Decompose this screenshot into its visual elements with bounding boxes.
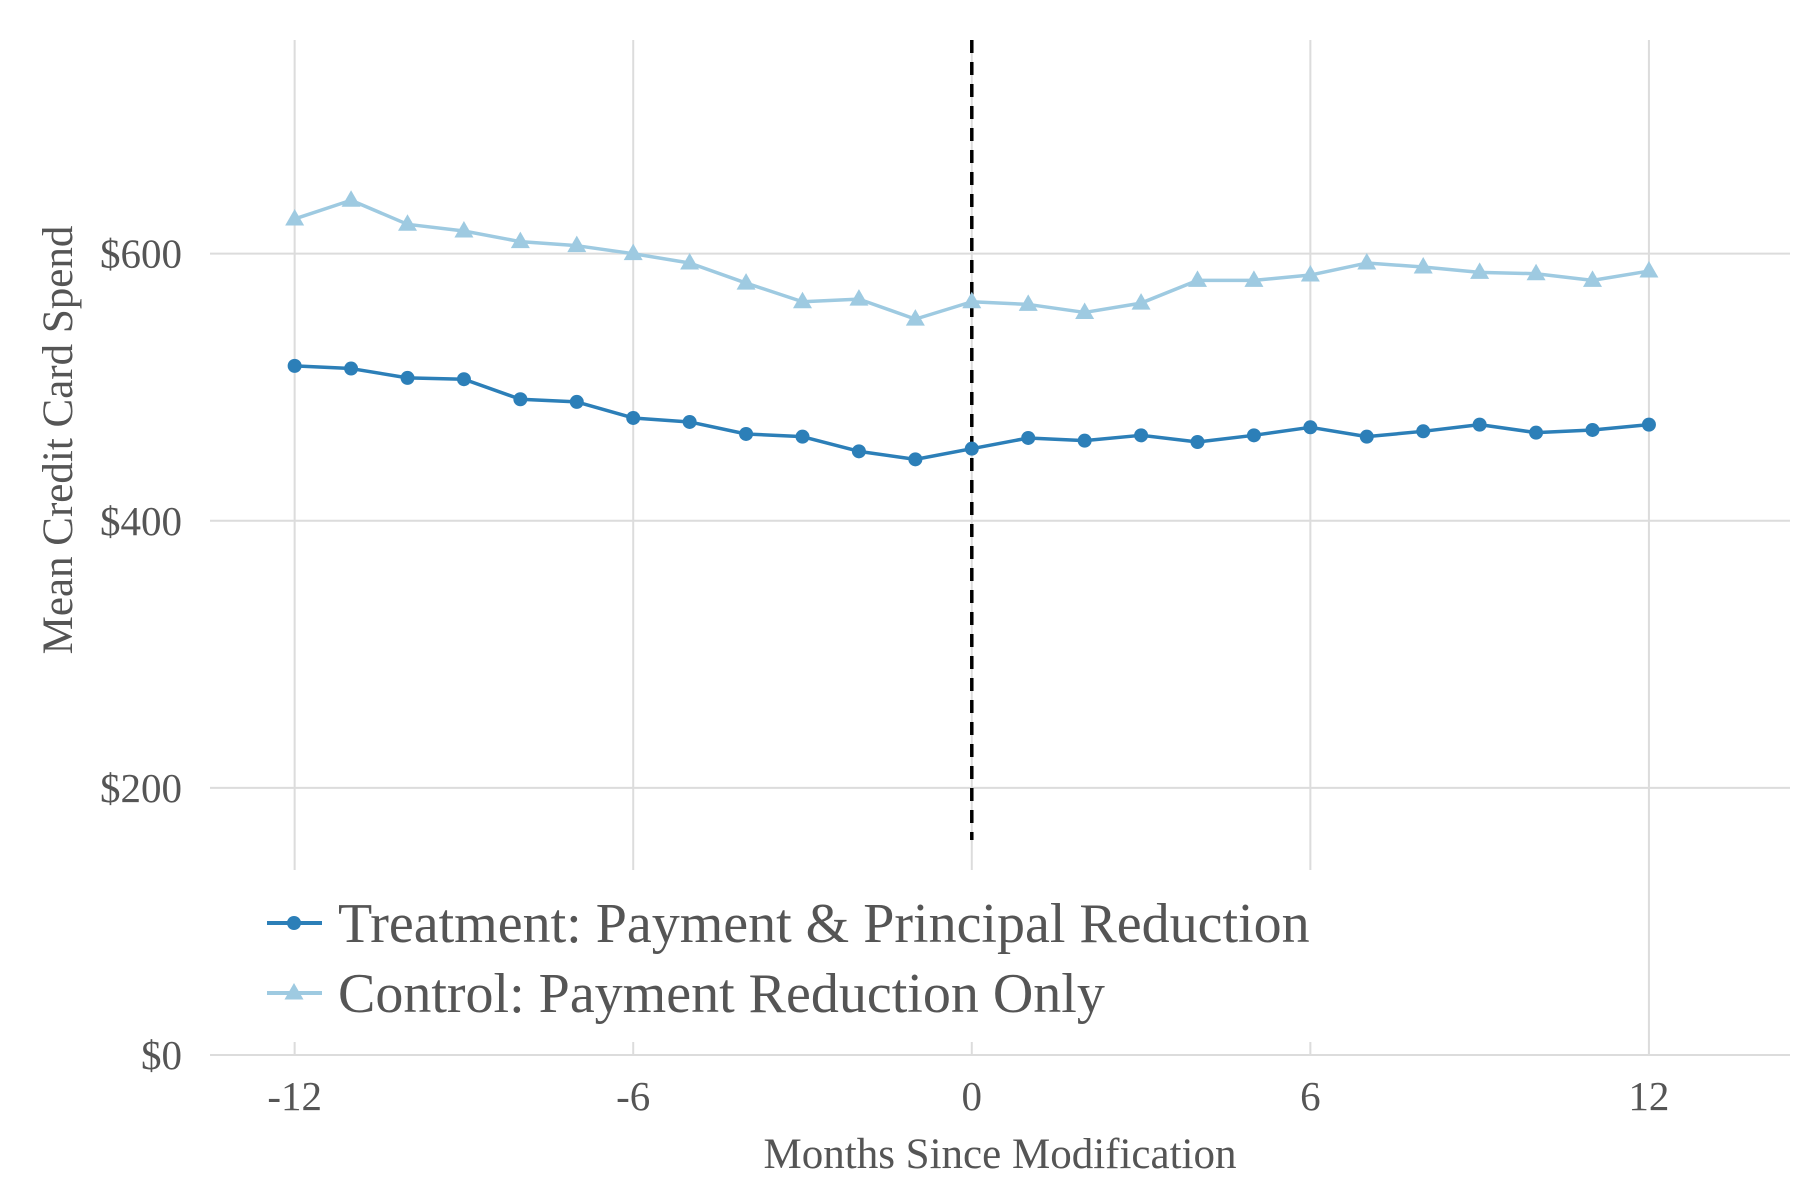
y-axis-title: Mean Credit Card Spend	[35, 226, 82, 655]
x-axis-ticks: -12 -6 0 6 12	[267, 1073, 1669, 1119]
data-point	[288, 359, 302, 373]
data-point	[1416, 424, 1430, 438]
data-point	[626, 411, 640, 425]
x-tick-label-12: 12	[1628, 1073, 1669, 1119]
data-point	[1191, 435, 1205, 449]
x-axis-title: Months Since Modification	[764, 1131, 1237, 1178]
x-tick-label-6: 6	[1300, 1073, 1321, 1119]
y-axis-ticks: $0 $200 $400 $600	[100, 231, 182, 1078]
data-point	[1134, 428, 1148, 442]
data-point	[739, 427, 753, 441]
data-point	[962, 292, 981, 309]
data-point	[457, 372, 471, 386]
y-tick-label-200: $200	[100, 765, 182, 811]
data-point	[1247, 428, 1261, 442]
legend: Treatment: Payment & Principal Reduction…	[235, 870, 1380, 1042]
legend-label-treatment: Treatment: Payment & Principal Reduction	[338, 893, 1310, 955]
data-point	[908, 452, 922, 466]
data-point	[1357, 253, 1376, 270]
data-point	[342, 190, 361, 207]
data-point	[1078, 434, 1092, 448]
data-point	[1639, 261, 1658, 278]
data-point	[1642, 418, 1656, 432]
y-tick-label-400: $400	[100, 498, 182, 544]
legend-label-control: Control: Payment Reduction Only	[338, 963, 1105, 1025]
data-point	[1360, 430, 1374, 444]
data-point	[849, 289, 868, 306]
legend-marker-treatment	[287, 916, 301, 930]
data-point	[1586, 423, 1600, 437]
data-point	[683, 415, 697, 429]
data-point	[1303, 420, 1317, 434]
x-tick-label-m6: -6	[616, 1073, 650, 1119]
y-tick-label-0: $0	[141, 1032, 182, 1078]
data-point	[852, 444, 866, 458]
data-point	[570, 395, 584, 409]
data-point	[1021, 431, 1035, 445]
data-point	[796, 430, 810, 444]
x-tick-label-m12: -12	[267, 1073, 322, 1119]
data-point	[1473, 418, 1487, 432]
data-point	[1529, 426, 1543, 440]
y-tick-label-600: $600	[100, 231, 182, 277]
data-point	[513, 392, 527, 406]
data-point	[344, 362, 358, 376]
data-point	[401, 371, 415, 385]
data-point	[965, 442, 979, 456]
x-tick-label-0: 0	[962, 1073, 983, 1119]
